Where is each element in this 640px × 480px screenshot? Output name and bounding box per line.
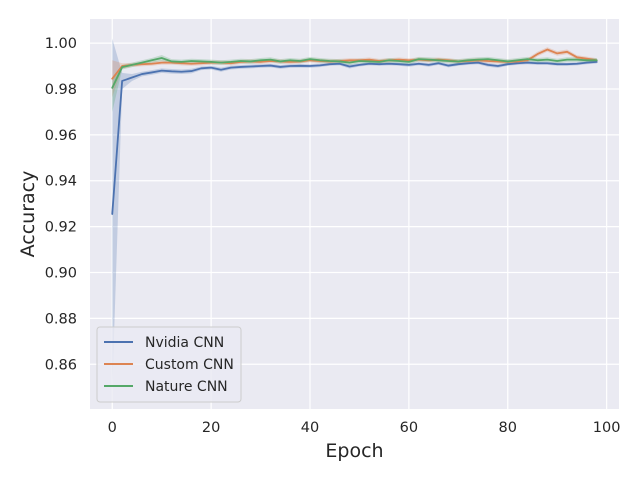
y-tick-label: 0.88 [45, 311, 77, 327]
x-tick-label: 40 [301, 420, 319, 436]
legend-box [96, 326, 242, 403]
y-tick-label: 0.90 [45, 266, 77, 282]
custom-cnn-line [111, 48, 598, 80]
custom-cnn-legend-label: Custom CNN [145, 357, 234, 373]
legend: Nvidia CNN Custom CNN Nature CNN [96, 326, 242, 403]
y-tick-label: 0.96 [45, 128, 77, 144]
y-tick-label: 0.92 [45, 220, 77, 236]
x-tick-label: 20 [202, 420, 220, 436]
y-tick-label: 1.00 [45, 36, 77, 52]
nature-cnn-line [111, 57, 598, 89]
x-tick-label: 80 [499, 420, 517, 436]
y-tick-label: 0.86 [45, 357, 77, 373]
nature-cnn-legend-label: Nature CNN [145, 379, 228, 395]
y-axis-title: Accuracy [17, 171, 39, 258]
y-tick-label: 0.94 [45, 174, 77, 190]
tick-labels: 0 20 40 60 80 100 0.86 0.88 0.90 0.92 0.94 0.96 0.98… [45, 36, 621, 436]
y-tick-label: 0.98 [45, 82, 77, 98]
series-lines [111, 48, 598, 215]
x-tick-label: 100 [593, 420, 621, 436]
grid-lines [90, 19, 619, 409]
nature-cnn-confidence-band [112, 55, 597, 112]
x-tick-label: 60 [400, 420, 418, 436]
nvidia-cnn-line [111, 61, 598, 215]
x-tick-label: 0 [108, 420, 117, 436]
nvidia-cnn-legend-label: Nvidia CNN [145, 335, 224, 351]
x-axis-title: Epoch [325, 440, 383, 462]
